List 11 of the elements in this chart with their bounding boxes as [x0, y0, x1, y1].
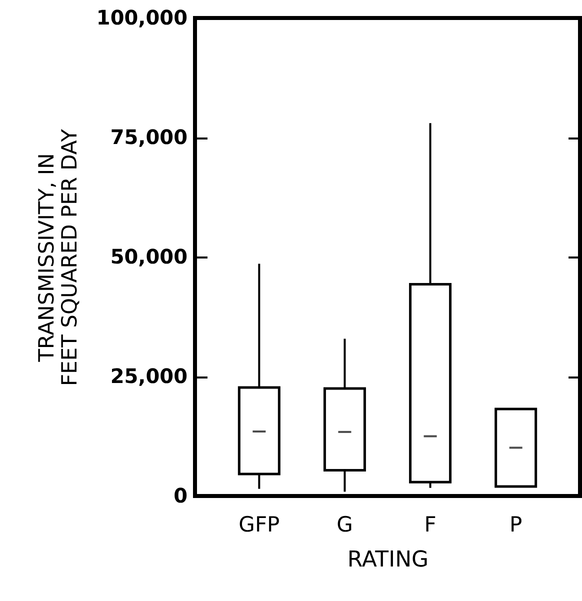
y-tick-label: 75,000 [110, 125, 188, 149]
y-tick-label: 25,000 [110, 364, 188, 388]
y-tick-label: 0 [174, 484, 188, 508]
x-tick-label: G [336, 512, 353, 536]
x-tick-label: F [424, 512, 436, 536]
y-tick-label: 50,000 [110, 244, 188, 268]
x-tick-label: GFP [238, 512, 280, 536]
x-tick-label: P [509, 512, 522, 536]
y-tick-label: 100,000 [96, 6, 188, 30]
x-axis-title: RATING [347, 548, 429, 572]
y-axis-title: TRANSMISSIVITY, IN FEET SQUARED PER DAY [34, 128, 82, 386]
